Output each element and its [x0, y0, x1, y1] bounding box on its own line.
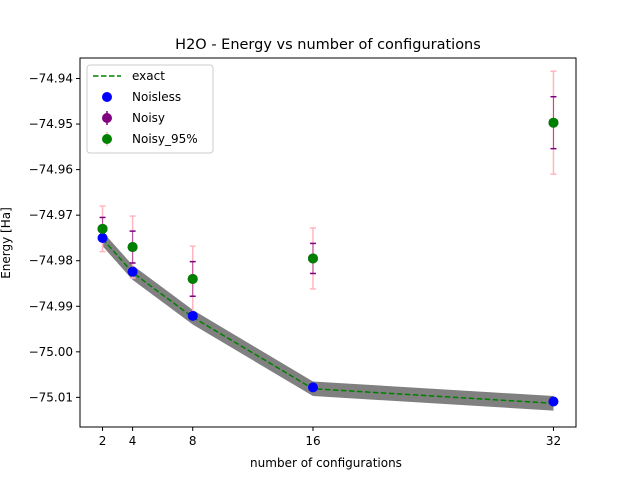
y-axis-label: Energy [Ha] [0, 207, 13, 279]
legend-noisless-swatch [102, 92, 112, 102]
noisless-point [548, 396, 559, 407]
x-tick-label: 4 [129, 434, 137, 448]
points-layer [97, 117, 559, 407]
legend-noisless-label: Noisless [132, 90, 181, 104]
y-tick-label: −74.95 [29, 117, 73, 131]
noisless-point [307, 382, 318, 393]
noisless-point [187, 310, 198, 321]
legend-noisy95-label: Noisy_95% [132, 132, 198, 146]
x-tick-label: 32 [546, 434, 561, 448]
noisless-point [127, 266, 138, 277]
legend-box [86, 64, 214, 154]
y-tick-label: −75.00 [29, 345, 73, 359]
noisy95-point [548, 117, 559, 128]
y-tick-label: −74.99 [29, 299, 73, 313]
legend-noisy-swatch [102, 113, 112, 123]
y-tick-label: −74.94 [29, 72, 73, 86]
y-tick-label: −74.97 [29, 208, 73, 222]
chemical-accuracy-band-layer [102, 231, 554, 411]
y-tick-label: −75.01 [29, 390, 73, 404]
y-tick-label: −74.96 [29, 163, 73, 177]
x-tick-label: 8 [189, 434, 197, 448]
noisy95-point [127, 242, 138, 253]
chart-title: H2O - Energy vs number of configurations [175, 37, 481, 53]
x-tick-label: 2 [99, 434, 107, 448]
noisy95-point [187, 273, 198, 284]
x-axis-ticks: 2 4 8 16 32 [99, 427, 561, 448]
noisy95-point [97, 223, 108, 234]
x-axis-label: number of configurations [250, 456, 402, 470]
noisless-point [97, 232, 108, 243]
chemical-accuracy-band [102, 231, 554, 411]
y-axis-ticks: −74.94 −74.95 −74.96 −74.97 −74.98 −74.99 −75.… [29, 72, 80, 404]
x-tick-label: 16 [305, 434, 320, 448]
legend: exact Noisless Noisy Noisy_95% [86, 64, 214, 154]
plot-frame [79, 57, 577, 428]
noisy95-point [307, 253, 318, 264]
legend-noisy-label: Noisy [132, 111, 165, 125]
y-tick-label: −74.98 [29, 254, 73, 268]
legend-noisy95-swatch [102, 134, 112, 144]
legend-exact-label: exact [132, 69, 165, 83]
